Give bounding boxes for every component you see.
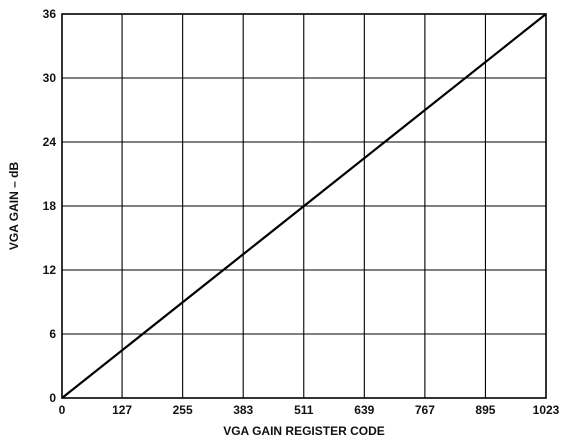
x-tick-label: 511 xyxy=(294,403,314,417)
plot-frame xyxy=(61,13,547,399)
y-tick-label: 18 xyxy=(43,199,57,213)
x-tick-labels: 0 127 255 383 511 639 767 895 1023 xyxy=(59,403,560,417)
x-tick-label: 127 xyxy=(112,403,132,417)
grid-lines xyxy=(62,14,546,398)
y-axis-title: VGA GAIN – dB xyxy=(7,162,21,251)
y-tick-label: 12 xyxy=(43,263,57,277)
x-tick-label: 767 xyxy=(415,403,435,417)
x-tick-label: 895 xyxy=(475,403,495,417)
series-line-0 xyxy=(61,13,547,399)
y-tick-label: 0 xyxy=(49,391,56,405)
y-tick-label: 24 xyxy=(43,135,57,149)
y-tick-label: 6 xyxy=(49,327,56,341)
x-tick-label: 383 xyxy=(233,403,253,417)
y-tick-label: 36 xyxy=(43,7,57,21)
x-tick-label: 255 xyxy=(173,403,193,417)
y-tick-label: 30 xyxy=(43,71,57,85)
x-axis-title: VGA GAIN REGISTER CODE xyxy=(223,424,385,438)
x-tick-label: 0 xyxy=(59,403,66,417)
y-tick-labels: 0 6 12 18 24 30 36 xyxy=(43,7,57,405)
x-tick-label: 639 xyxy=(354,403,374,417)
x-tick-label: 1023 xyxy=(533,403,560,417)
data-series xyxy=(61,13,547,399)
